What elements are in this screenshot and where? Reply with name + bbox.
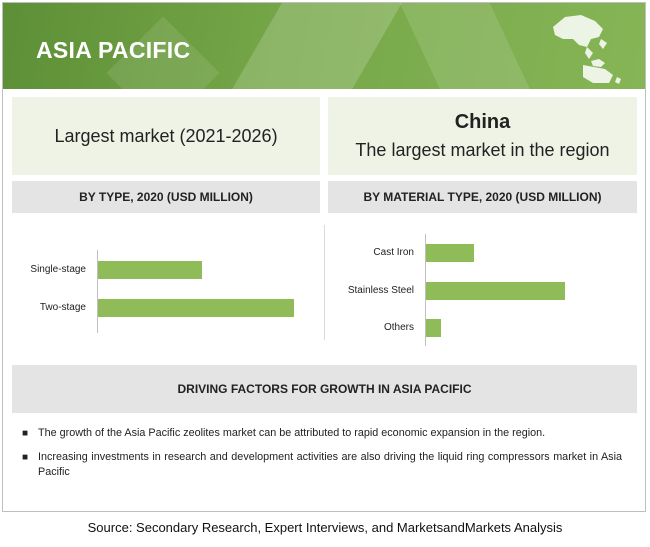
driving-factors-title: DRIVING FACTORS FOR GROWTH IN ASIA PACIF… bbox=[177, 382, 472, 396]
type-bar bbox=[98, 261, 202, 279]
list-item: ■ Increasing investments in research and… bbox=[22, 450, 622, 480]
china-subtitle: The largest market in the region bbox=[355, 139, 610, 160]
banner-title: ASIA PACIFIC bbox=[36, 37, 191, 63]
china-panel: China The largest market in the region bbox=[328, 97, 637, 175]
type-chart-header: BY TYPE, 2020 (USD MILLION) bbox=[12, 181, 320, 213]
largest-market-text: Largest market (2021-2026) bbox=[54, 125, 278, 146]
driving-factors-list: ■ The growth of the Asia Pacific zeolite… bbox=[22, 426, 622, 489]
chart-divider bbox=[324, 225, 325, 340]
material-bar bbox=[426, 244, 474, 262]
type-category-label: Two-stage bbox=[39, 302, 86, 313]
material-chart-header: BY MATERIAL TYPE, 2020 (USD MILLION) bbox=[328, 181, 637, 213]
type-bar bbox=[98, 299, 295, 317]
asia-pacific-map-icon bbox=[553, 15, 621, 84]
type-chart-axis bbox=[97, 250, 98, 333]
material-category-label: Stainless Steel bbox=[347, 285, 414, 296]
largest-market-panel: Largest market (2021-2026) bbox=[12, 97, 320, 175]
material-chart-axis bbox=[425, 234, 426, 346]
type-chart-title: BY TYPE, 2020 (USD MILLION) bbox=[79, 190, 253, 204]
material-chart-title: BY MATERIAL TYPE, 2020 (USD MILLION) bbox=[363, 190, 602, 204]
driving-factors-header: DRIVING FACTORS FOR GROWTH IN ASIA PACIF… bbox=[12, 365, 637, 413]
material-bar bbox=[426, 282, 565, 300]
list-item: ■ The growth of the Asia Pacific zeolite… bbox=[22, 426, 622, 441]
material-category-label: Others bbox=[383, 322, 414, 333]
bullet-text: Increasing investments in research and d… bbox=[38, 451, 622, 478]
source-note: Source: Secondary Research, Expert Inter… bbox=[87, 520, 563, 535]
bullet-text: The growth of the Asia Pacific zeolites … bbox=[38, 427, 546, 439]
china-title: China bbox=[454, 110, 511, 133]
region-banner: ASIA PACIFIC bbox=[3, 3, 645, 89]
type-category-label: Single-stage bbox=[30, 264, 86, 275]
material-bar bbox=[426, 319, 441, 337]
square-bullet-icon: ■ bbox=[22, 452, 29, 463]
material-category-label: Cast Iron bbox=[373, 247, 414, 258]
square-bullet-icon: ■ bbox=[22, 428, 29, 439]
